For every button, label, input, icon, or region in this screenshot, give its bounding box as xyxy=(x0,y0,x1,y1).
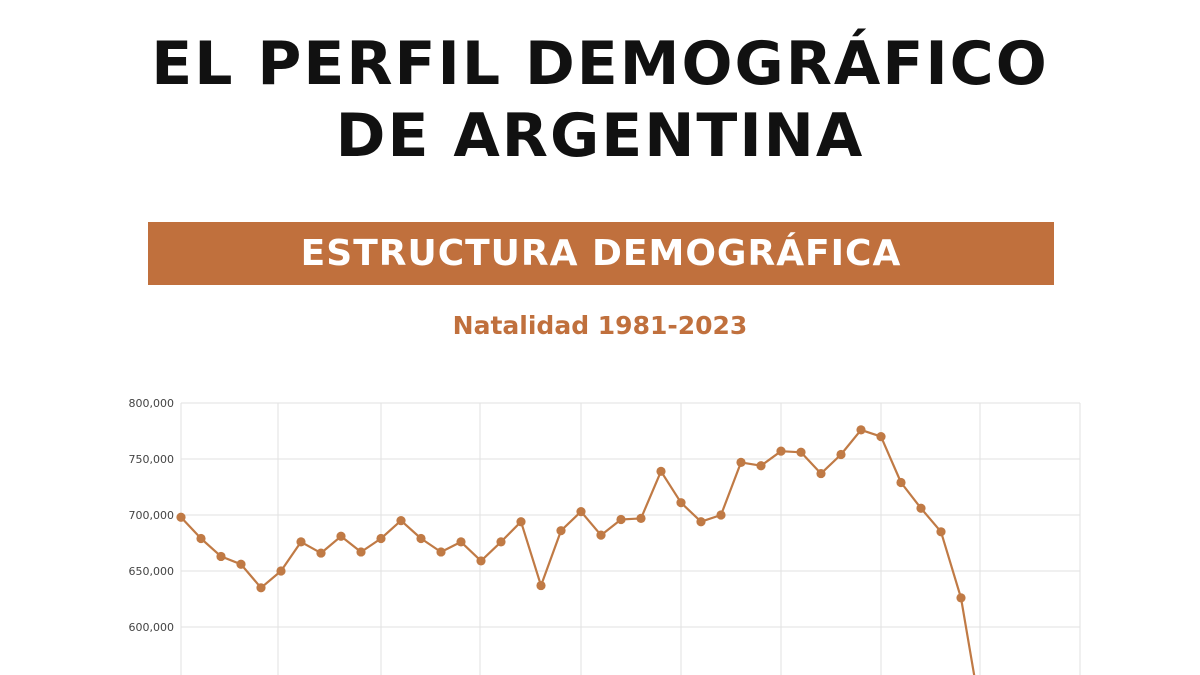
data-point-1986 xyxy=(276,566,286,576)
data-point-1991 xyxy=(376,533,386,544)
data-point-1981 xyxy=(176,512,186,522)
y-tick-label: 600,000 xyxy=(129,621,175,634)
data-point-1983 xyxy=(216,551,226,562)
data-point-1998 xyxy=(516,517,526,527)
data-point-1999 xyxy=(536,580,546,591)
data-point-2000 xyxy=(556,526,566,536)
data-point-1982 xyxy=(196,533,206,544)
data-point-2013 xyxy=(816,468,826,479)
data-point-2005 xyxy=(656,466,666,476)
data-point-2006 xyxy=(676,498,686,508)
page-title-line-2: DE ARGENTINA xyxy=(335,101,865,171)
page-title-line-1: EL PERFIL DEMOGRÁFICO xyxy=(151,29,1049,99)
data-point-1994 xyxy=(436,547,446,557)
page-title: EL PERFIL DEMOGRÁFICO DE ARGENTINA xyxy=(0,28,1200,172)
data-point-2019 xyxy=(936,527,946,537)
natality-series-line xyxy=(180,428,976,675)
data-point-2001 xyxy=(576,507,586,517)
data-point-2007 xyxy=(696,517,706,527)
data-point-2002 xyxy=(596,530,606,540)
data-point-2011 xyxy=(776,446,786,456)
y-tick-label: 650,000 xyxy=(129,565,175,578)
data-point-2009 xyxy=(736,457,746,467)
data-point-2014 xyxy=(836,449,846,460)
data-point-2010 xyxy=(756,461,766,471)
chart-grid xyxy=(180,402,1081,675)
data-point-1984 xyxy=(236,559,246,569)
y-tick-label: 800,000 xyxy=(129,397,175,410)
data-point-2004 xyxy=(636,513,646,523)
data-point-2003 xyxy=(616,514,626,525)
data-point-1989 xyxy=(336,531,346,541)
data-point-1996 xyxy=(476,556,486,566)
data-point-1990 xyxy=(356,547,366,557)
data-point-2018 xyxy=(916,503,926,513)
data-point-2020 xyxy=(956,593,966,603)
y-tick-label: 750,000 xyxy=(129,453,175,466)
section-banner: ESTRUCTURA DEMOGRÁFICA xyxy=(148,222,1054,285)
data-point-2017 xyxy=(896,477,906,488)
y-tick-label: 700,000 xyxy=(129,509,175,522)
data-point-2008 xyxy=(716,510,726,520)
data-point-1992 xyxy=(396,516,406,526)
data-point-2016 xyxy=(876,432,886,442)
data-point-2015 xyxy=(856,425,866,435)
natality-data-points xyxy=(176,425,966,603)
y-axis-ticks: 800,000750,000700,000650,000600,000550,0… xyxy=(129,397,175,634)
data-point-1993 xyxy=(416,533,426,544)
chart-subtitle: Natalidad 1981-2023 xyxy=(452,311,748,340)
data-point-1988 xyxy=(316,548,326,558)
data-point-1997 xyxy=(496,537,506,547)
data-point-1987 xyxy=(296,537,306,547)
data-point-1985 xyxy=(256,583,266,593)
data-point-1995 xyxy=(456,537,466,547)
data-point-2012 xyxy=(796,447,806,457)
